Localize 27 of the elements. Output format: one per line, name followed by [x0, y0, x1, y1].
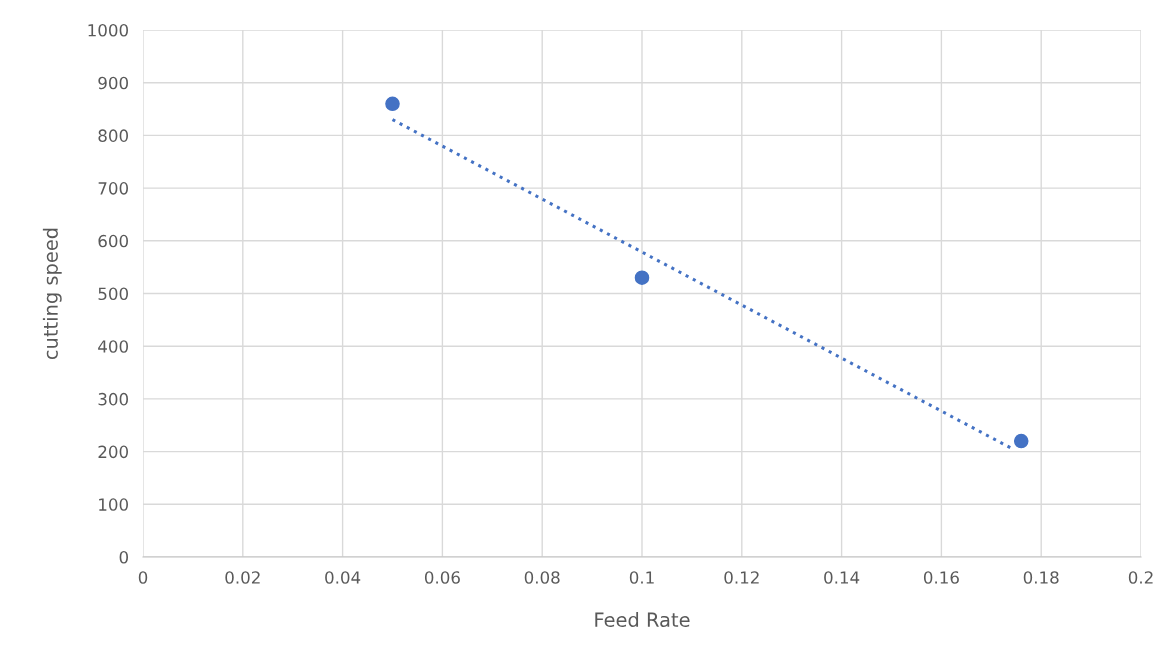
- y-tick-label: 900: [98, 76, 128, 90]
- y-tick-label: 700: [98, 182, 128, 195]
- x-tick-label: 0.16: [923, 571, 959, 584]
- point: [385, 96, 400, 112]
- y-tick-label: 200: [98, 445, 128, 459]
- y-tick-label: 0: [119, 550, 128, 564]
- y-tick-label: 500: [98, 287, 128, 301]
- x-tick-label: 0.08: [524, 571, 560, 584]
- x-axis-title: Feed Rate: [595, 612, 690, 628]
- x-tick-label: 0.14: [824, 571, 860, 584]
- y-tick-label: 800: [98, 129, 128, 142]
- x-tick-label: 0.2: [1128, 571, 1153, 584]
- x-tick-label: 0.02: [225, 571, 260, 584]
- y-axis-title: cutting speed: [42, 228, 62, 360]
- y-tick-label: 400: [98, 340, 128, 353]
- x-tick-label: 0: [138, 571, 148, 584]
- y-tick-label: 300: [98, 392, 128, 406]
- point: [1013, 433, 1029, 449]
- y-tick-label: 600: [98, 234, 128, 248]
- x-tick-label: 0.06: [424, 571, 460, 584]
- x-tick-label: 0.18: [1023, 571, 1059, 584]
- y-tick-label: 1000: [88, 23, 128, 37]
- point: [634, 270, 650, 285]
- x-tick-label: 0.04: [325, 571, 361, 584]
- x-tick-label: 0.12: [724, 571, 759, 584]
- y-tick-label: 100: [99, 498, 128, 511]
- x-tick-label: 0.1: [629, 571, 654, 584]
